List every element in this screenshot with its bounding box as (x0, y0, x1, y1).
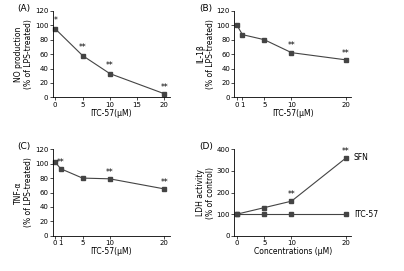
Text: **: ** (57, 157, 65, 167)
Text: SFN: SFN (354, 153, 369, 162)
X-axis label: ITC-57(μM): ITC-57(μM) (90, 109, 132, 118)
Text: ITC-57: ITC-57 (354, 210, 378, 219)
Text: **: ** (106, 61, 114, 70)
Text: **: ** (342, 147, 350, 156)
Y-axis label: LDH activity
(% of control): LDH activity (% of control) (196, 166, 215, 218)
Text: **: ** (79, 43, 86, 52)
Text: (D): (D) (199, 142, 213, 151)
X-axis label: ITC-57(μM): ITC-57(μM) (90, 247, 132, 256)
Text: **: ** (288, 41, 295, 50)
Y-axis label: TNF-α
(% of LPS-treated): TNF-α (% of LPS-treated) (14, 157, 34, 227)
Text: (B): (B) (199, 4, 212, 13)
Y-axis label: NO production
(% of LPS-treated): NO production (% of LPS-treated) (14, 19, 34, 89)
Text: **: ** (160, 178, 168, 187)
Text: (C): (C) (17, 142, 31, 151)
X-axis label: Concentrations (μM): Concentrations (μM) (254, 247, 332, 256)
Text: **: ** (288, 190, 295, 199)
Text: **: ** (160, 83, 168, 92)
Text: *: * (53, 16, 57, 25)
Y-axis label: IL-1β
(% of LPS-treated): IL-1β (% of LPS-treated) (196, 19, 215, 89)
Text: **: ** (106, 168, 114, 177)
Text: (A): (A) (17, 4, 30, 13)
X-axis label: ITC-57(μM): ITC-57(μM) (272, 109, 314, 118)
Text: **: ** (342, 49, 350, 58)
